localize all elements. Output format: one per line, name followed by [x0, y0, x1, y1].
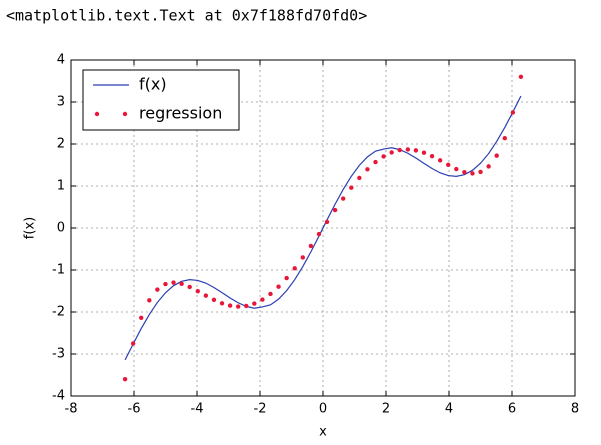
- data-point: [284, 275, 289, 281]
- output-text: <matplotlib.text.Text at 0x7f188fd70fd0>: [6, 7, 367, 25]
- y-tick-label: 1: [57, 179, 65, 194]
- data-point: [437, 158, 443, 163]
- legend-swatch: [94, 111, 100, 117]
- legend-swatch: [122, 111, 128, 117]
- x-tick-label: 6: [508, 402, 516, 417]
- y-tick-label: -3: [52, 347, 65, 362]
- data-point: [324, 219, 330, 225]
- data-point: [478, 169, 483, 175]
- data-point: [179, 281, 184, 287]
- data-point: [139, 315, 144, 320]
- data-point: [171, 280, 176, 285]
- data-point: [446, 162, 451, 168]
- legend-label: f(x): [139, 75, 167, 94]
- data-point: [235, 304, 241, 309]
- y-tick-label: 3: [57, 95, 65, 110]
- y-tick-label: -1: [52, 263, 65, 278]
- data-point: [510, 110, 516, 115]
- data-point: [421, 150, 427, 155]
- data-point: [195, 288, 200, 294]
- x-tick-label: -2: [254, 402, 267, 417]
- data-point: [122, 377, 128, 382]
- data-point: [340, 196, 346, 201]
- data-point: [300, 255, 306, 260]
- data-point: [332, 207, 338, 213]
- x-tick-label: 0: [319, 402, 327, 417]
- x-tick-label: 8: [571, 402, 579, 417]
- data-point: [276, 284, 281, 289]
- data-point: [494, 153, 499, 158]
- data-point: [389, 150, 394, 155]
- x-tick-label: -4: [191, 402, 204, 417]
- y-tick-label: -2: [52, 305, 65, 320]
- data-point: [413, 148, 419, 153]
- data-point: [405, 147, 411, 152]
- series-line: [124, 95, 522, 361]
- data-point: [187, 284, 192, 290]
- plot-frame: [70, 59, 576, 397]
- x-tick-label: -8: [65, 402, 78, 417]
- legend-box: [82, 69, 240, 131]
- data-point: [308, 243, 314, 249]
- data-point: [219, 301, 225, 306]
- y-tick-label: 4: [57, 53, 65, 68]
- data-point: [502, 136, 507, 141]
- y-tick-label: -4: [52, 389, 65, 404]
- data-point: [227, 303, 233, 308]
- y-tick-label: 0: [57, 221, 65, 236]
- y-tick-label: 2: [57, 137, 65, 152]
- data-point: [486, 164, 491, 169]
- data-point: [292, 266, 297, 271]
- data-point: [397, 147, 402, 153]
- data-point: [381, 154, 386, 159]
- x-axis-label: x: [319, 425, 327, 440]
- x-tick-label: 2: [382, 402, 390, 417]
- data-point: [349, 185, 354, 190]
- legend-label: regression: [139, 104, 222, 123]
- data-point: [373, 159, 378, 165]
- data-point: [155, 287, 160, 292]
- data-point: [429, 153, 435, 159]
- data-point: [518, 74, 524, 80]
- data-point: [203, 293, 209, 298]
- data-point: [211, 297, 217, 303]
- data-point: [462, 169, 467, 175]
- data-point: [252, 301, 257, 306]
- data-point: [316, 231, 322, 237]
- y-axis-label: f(x): [23, 217, 38, 239]
- data-point: [470, 171, 475, 176]
- x-tick-label: -6: [128, 402, 141, 417]
- data-point: [268, 291, 273, 297]
- data-point: [244, 303, 249, 309]
- data-point: [130, 341, 136, 346]
- data-point: [365, 167, 370, 172]
- data-point: [357, 175, 362, 181]
- data-point: [260, 297, 265, 302]
- data-point: [147, 298, 152, 303]
- data-point: [163, 281, 168, 287]
- data-point: [454, 166, 459, 172]
- x-tick-label: 4: [445, 402, 453, 417]
